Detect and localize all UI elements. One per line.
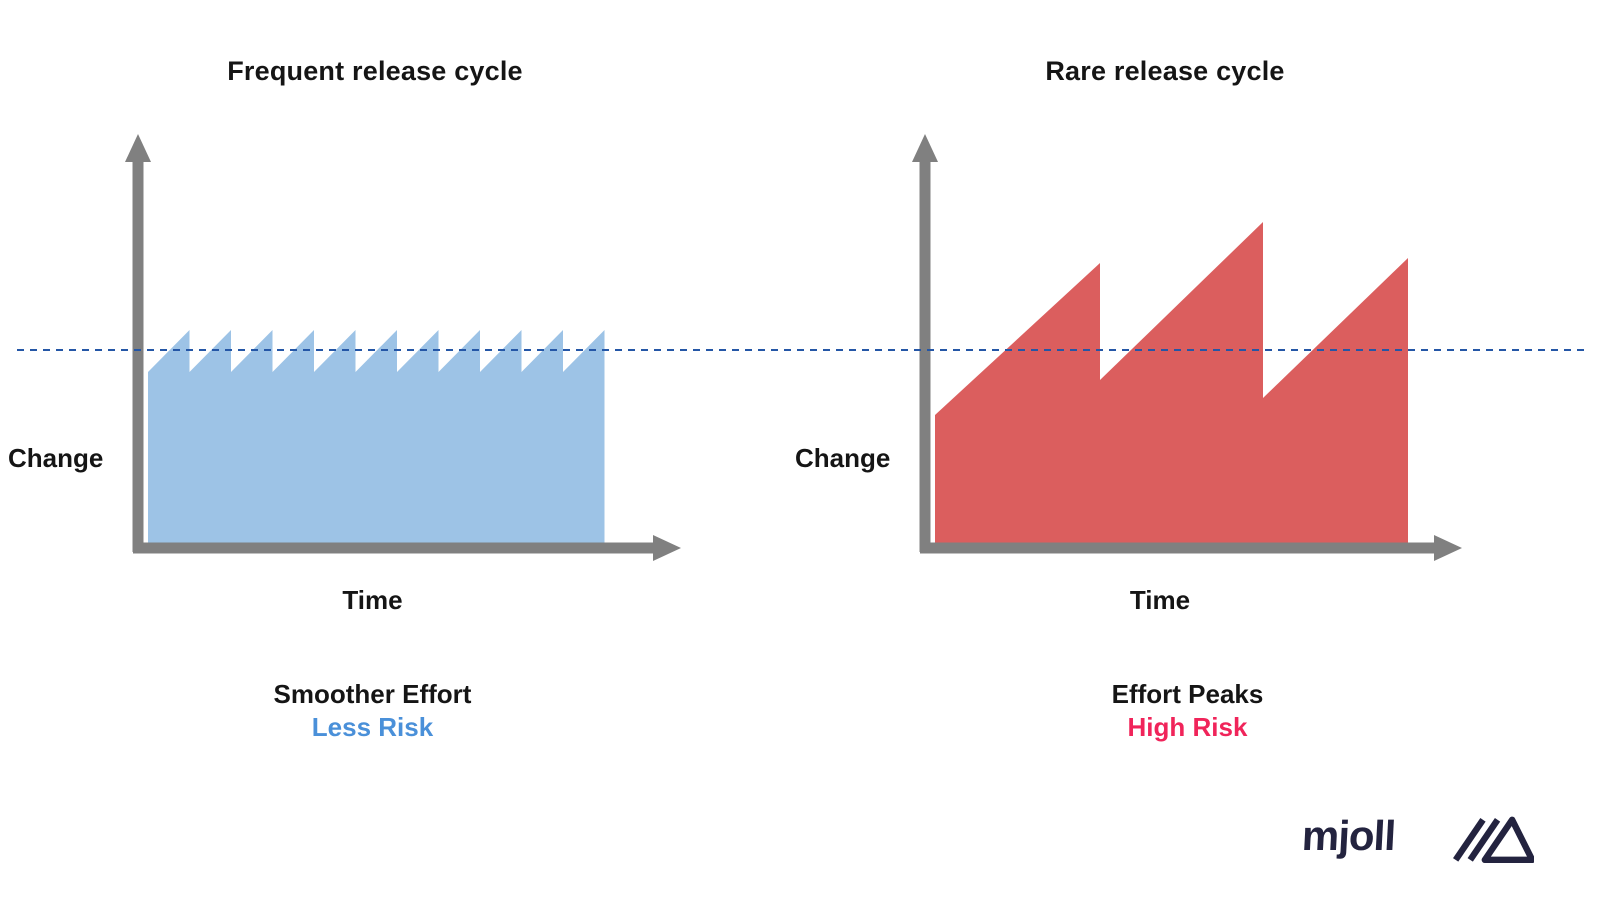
frequent-sawtooth-area (148, 330, 605, 548)
left-caption-effort: Smoother Effort (273, 679, 472, 709)
right-y-axis-arrow-icon (912, 134, 938, 162)
triangle-logo-icon (1453, 816, 1534, 864)
left-caption-block: Smoother Effort Less Risk (120, 678, 625, 744)
left-axes (125, 134, 681, 561)
left-panel-title: Frequent release cycle (227, 56, 523, 86)
right-x-axis-arrow-icon (1434, 535, 1462, 561)
right-y-axis-label: Change (795, 443, 891, 473)
right-panel-title: Rare release cycle (1045, 56, 1285, 86)
right-caption-effort: Effort Peaks (1111, 679, 1264, 709)
right-x-axis-label: Time (1129, 585, 1191, 615)
rare-sawtooth-area (935, 222, 1408, 548)
left-x-axis-arrow-icon (653, 535, 681, 561)
left-caption-risk: Less Risk (311, 712, 434, 742)
mjoll-logo-wordmark: mjoll (1300, 812, 1397, 859)
left-x-axis-label: Time (342, 585, 403, 615)
left-y-axis-label: Change (8, 443, 104, 473)
right-axes (912, 134, 1462, 561)
left-y-axis-arrow-icon (125, 134, 151, 162)
right-caption-block: Effort Peaks High Risk (905, 678, 1470, 744)
right-caption-risk: High Risk (1127, 712, 1248, 742)
